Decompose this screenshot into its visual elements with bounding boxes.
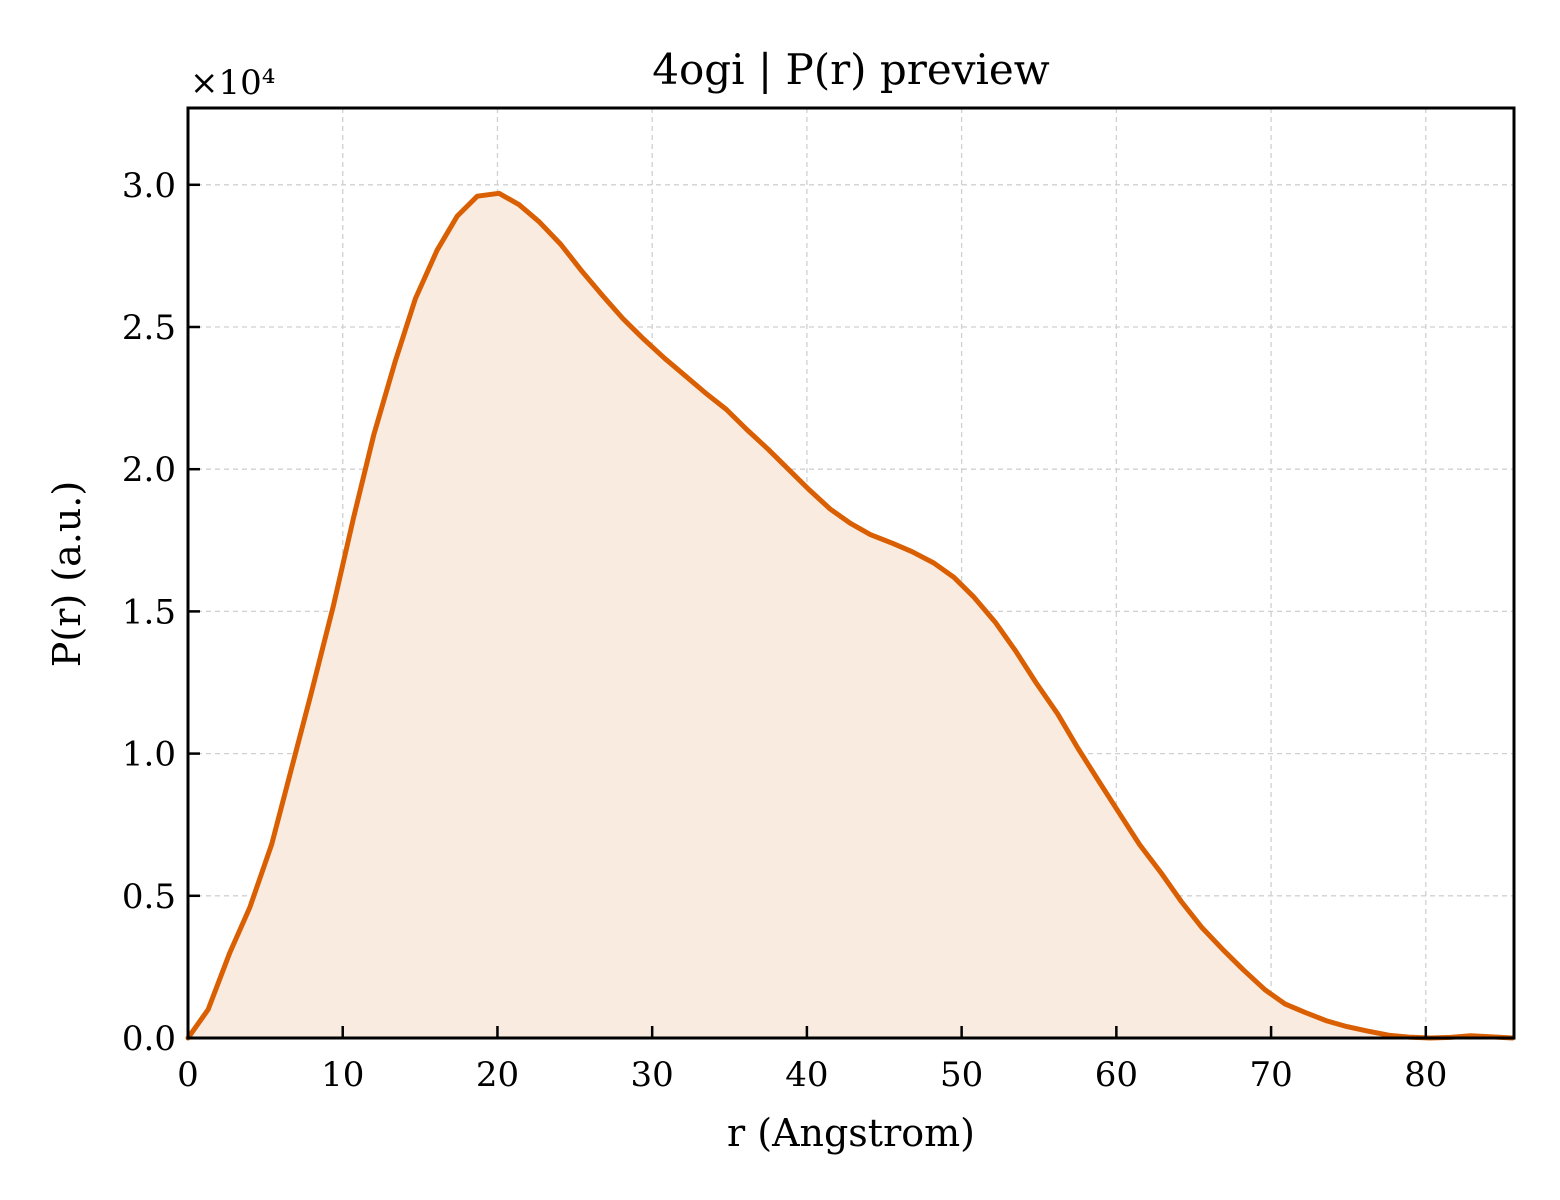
x-tick-label: 50 [940,1055,983,1095]
y-tick-label: 2.0 [122,450,176,490]
y-tick-label: 0.5 [122,877,176,917]
x-tick-label: 30 [631,1055,674,1095]
x-tick-label: 70 [1249,1055,1292,1095]
x-axis-title: r (Angstrom) [727,1111,975,1155]
pr-curve-line [185,190,1515,1041]
x-tick-label: 10 [321,1055,364,1095]
x-tick-label: 20 [476,1055,519,1095]
chart-title: 4ogi | P(r) preview [652,45,1049,94]
y-tick-label: 2.5 [122,308,176,348]
x-tick-label: 40 [785,1055,828,1095]
y-tick-label: 0.0 [122,1019,176,1059]
x-tick-label: 0 [177,1055,199,1095]
y-offset-label: ×10⁴ [190,63,275,103]
pr-area-fill [188,193,1513,1039]
y-axis-title: P(r) (a.u.) [45,481,89,667]
plot-frame [186,106,1516,1040]
ticks-layer: 0 10 20 30 40 50 60 70 80 0.0 0.5 1.0 1.5 2.0 2.5 3.0 [122,166,1448,1095]
x-tick-label: 80 [1404,1055,1447,1095]
y-tick-label: 3.0 [122,166,176,206]
y-tick-label: 1.0 [122,735,176,775]
y-tick-label: 1.5 [122,592,176,632]
x-tick-label: 60 [1095,1055,1138,1095]
